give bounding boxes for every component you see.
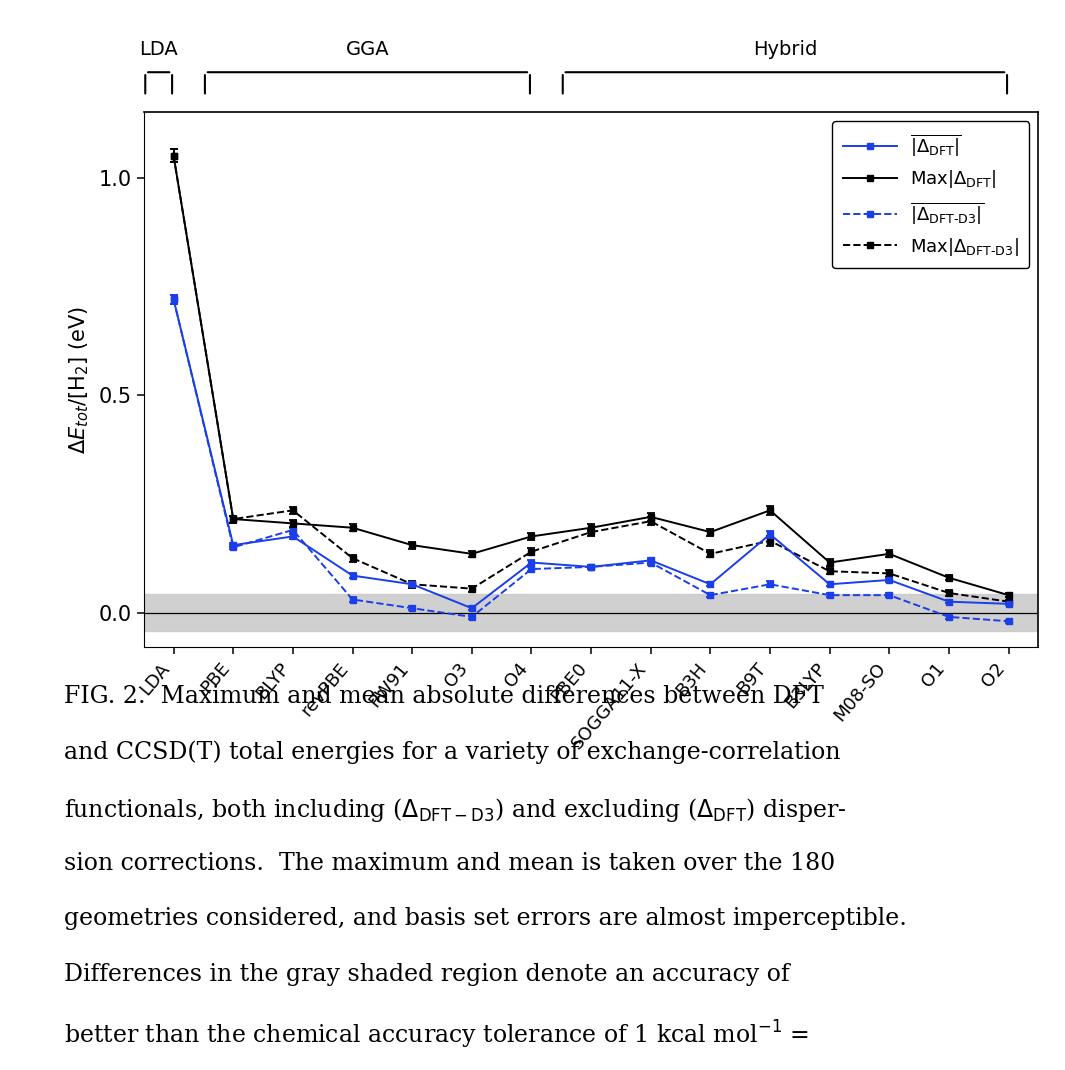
Y-axis label: $\Delta E_{tot}/[\mathrm{H_2}]\ \mathrm{(eV)}$: $\Delta E_{tot}/[\mathrm{H_2}]\ \mathrm{… [67, 306, 91, 454]
Text: FIG. 2.  Maximum and mean absolute differences between DFT: FIG. 2. Maximum and mean absolute differ… [64, 685, 823, 707]
Text: LDA: LDA [140, 40, 178, 59]
Bar [144, 594, 1038, 631]
Text: geometries considered, and basis set errors are almost imperceptible.: geometries considered, and basis set err… [64, 907, 906, 930]
Legend: $\overline{|\Delta_{\mathrm{DFT}}|}$, $\mathrm{Max}|\Delta_{\mathrm{DFT}}|$, $\o: $\overline{|\Delta_{\mathrm{DFT}}|}$, $\… [832, 121, 1030, 269]
Text: Hybrid: Hybrid [753, 40, 817, 59]
Text: better than the chemical accuracy tolerance of 1 kcal mol$^{-1}$ =: better than the chemical accuracy tolera… [64, 1019, 809, 1051]
Text: functionals, both including ($\Delta_{\mathrm{DFT-D3}}$) and excluding ($\Delta_: functionals, both including ($\Delta_{\m… [64, 796, 847, 824]
Text: and CCSD(T) total energies for a variety of exchange-correlation: and CCSD(T) total energies for a variety… [64, 740, 840, 764]
Text: Differences in the gray shaded region denote an accuracy of: Differences in the gray shaded region de… [64, 963, 789, 985]
Text: sion corrections.  The maximum and mean is taken over the 180: sion corrections. The maximum and mean i… [64, 852, 835, 874]
Text: GGA: GGA [346, 40, 389, 59]
